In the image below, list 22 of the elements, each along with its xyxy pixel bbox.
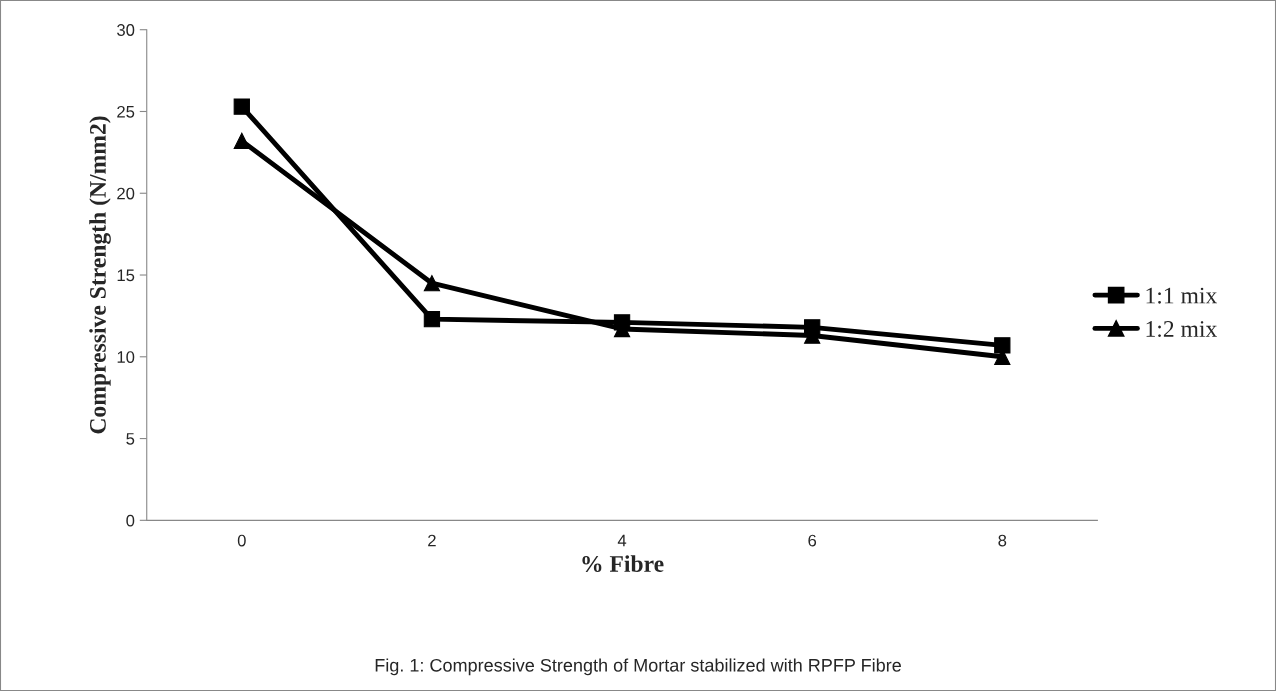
y-axis-title: Compressive Strength (N/mm2) bbox=[89, 116, 111, 434]
y-tick-label: 5 bbox=[126, 433, 135, 445]
x-tick-label: 4 bbox=[617, 534, 627, 547]
caption: Fig. 1: Compressive Strength of Mortar stabilized with RPFP Fibre bbox=[375, 658, 901, 676]
y-tick-label: 10 bbox=[117, 351, 135, 363]
y-tick-label: 15 bbox=[117, 269, 135, 282]
y-tick-label: 25 bbox=[117, 105, 135, 118]
x-tick-label: 0 bbox=[237, 534, 246, 547]
y-tick-label: 20 bbox=[117, 187, 135, 200]
point bbox=[423, 275, 441, 292]
x-tick-label: 8 bbox=[998, 534, 1007, 547]
point bbox=[233, 132, 250, 150]
legend-label: 1:2 mix bbox=[1146, 321, 1218, 338]
x-axis-title: % Fibre bbox=[582, 555, 664, 572]
x-tick-label: 6 bbox=[808, 534, 817, 547]
y-tick-label: 0 bbox=[126, 514, 135, 527]
point bbox=[423, 311, 441, 328]
legend-label: 1:1 mix bbox=[1146, 287, 1218, 304]
x-tick-label: 2 bbox=[428, 534, 436, 547]
y-tick-label: 30 bbox=[117, 24, 135, 36]
point bbox=[233, 98, 250, 115]
point bbox=[994, 337, 1011, 354]
